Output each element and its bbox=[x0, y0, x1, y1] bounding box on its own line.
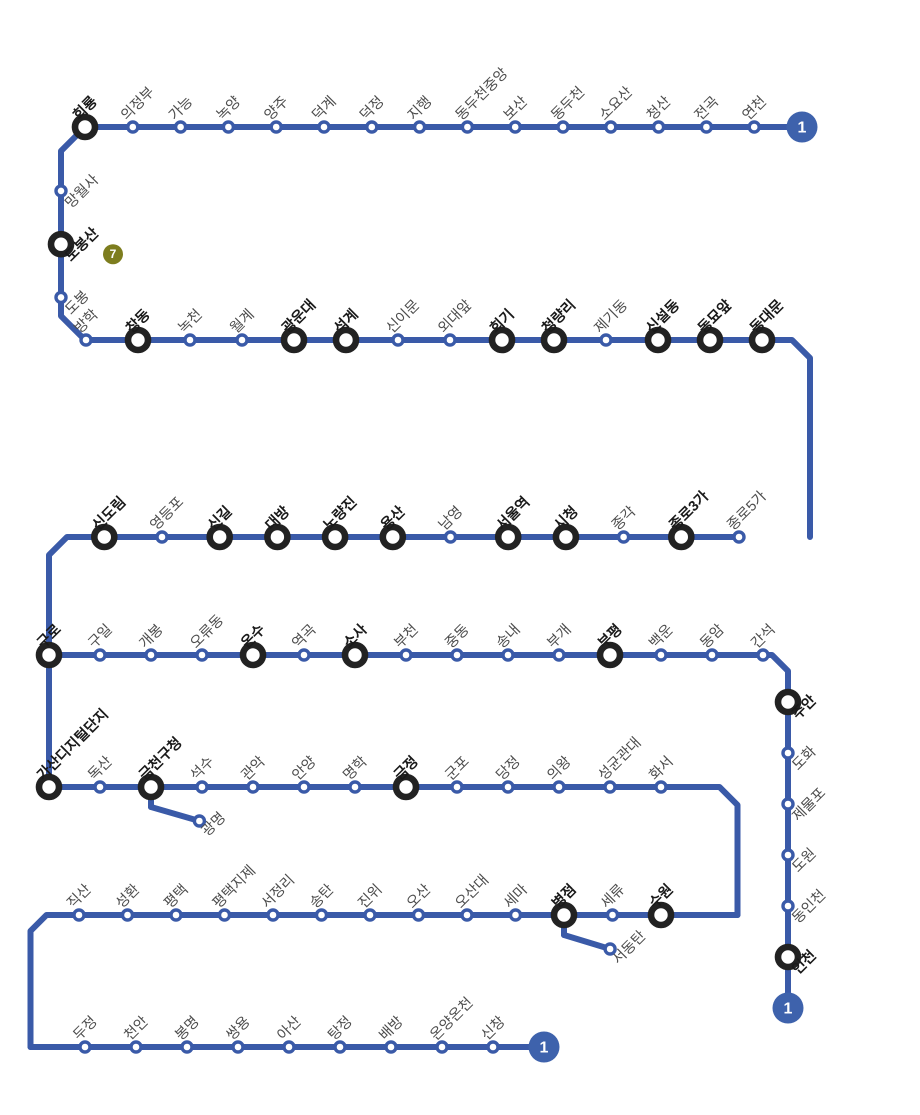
svg-text:1: 1 bbox=[784, 1001, 793, 1018]
svg-text:7: 7 bbox=[110, 247, 117, 261]
svg-text:1: 1 bbox=[540, 1040, 549, 1057]
svg-text:1: 1 bbox=[798, 120, 807, 137]
